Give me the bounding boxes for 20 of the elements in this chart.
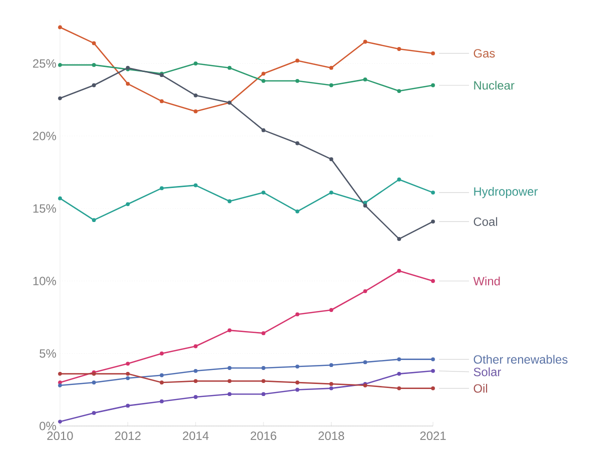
x-tick-label: 2014 [182, 432, 209, 440]
text: Coal [474, 217, 498, 226]
text: Oil [474, 384, 488, 393]
x-tick-label: 2012 [115, 432, 141, 440]
text: Wind [473, 276, 500, 286]
text: Other renewables [474, 354, 568, 364]
y-tick-label: 5% [40, 349, 56, 358]
text: Nuclear [474, 80, 514, 90]
y-tick-label: 0% [40, 422, 56, 430]
y-tick-label: 10% [33, 276, 56, 286]
y-tick-label: 15% [33, 204, 56, 213]
x-tick-label: 2021 [420, 432, 446, 440]
text: Hydropower [474, 186, 538, 198]
text: Gas [474, 49, 495, 58]
x-tick-label: 2018 [318, 432, 344, 440]
text: Solar [474, 367, 502, 376]
y-tick-label: 25% [33, 59, 56, 68]
x-tick-label: 2016 [250, 432, 276, 440]
x-tick-label: 2010 [47, 432, 73, 440]
y-tick-label: 20% [33, 132, 56, 140]
